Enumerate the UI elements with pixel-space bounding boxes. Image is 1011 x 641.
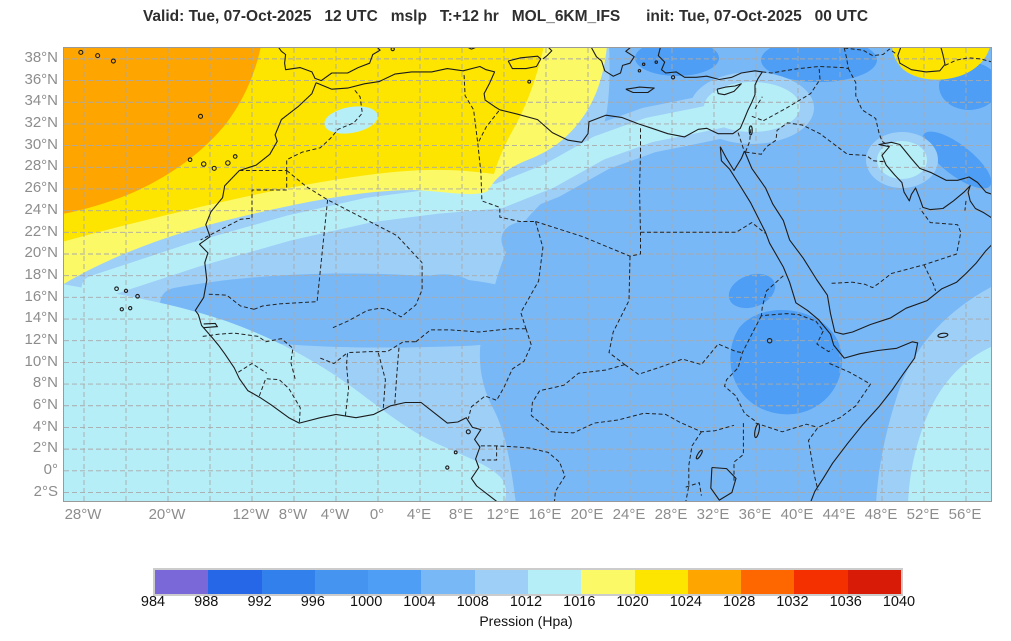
y-tick-label: 26°N — [24, 179, 58, 197]
colorbar-tick-label: 1012 — [509, 594, 543, 610]
x-tick-label: 56°E — [948, 506, 982, 523]
y-tick-label: 4°N — [32, 417, 58, 435]
y-tick-label: 16°N — [24, 287, 58, 305]
y-tick-label: 30°N — [24, 135, 58, 153]
colorbar-tick-label: 988 — [194, 594, 219, 610]
y-tick-label: 22°N — [24, 222, 58, 240]
pressure-map-svg — [64, 48, 991, 501]
colorbar — [153, 568, 903, 596]
colorbar-tick-label: 1036 — [829, 594, 862, 610]
colorbar-swatch — [474, 570, 528, 594]
islands-and-lakes — [78, 48, 949, 501]
country-borders — [200, 48, 991, 501]
x-tick-label: 12°E — [486, 506, 520, 523]
y-tick-label: 14°N — [24, 309, 58, 327]
x-tick-label: 20°W — [148, 506, 186, 523]
colorbar-tick-label: 1040 — [882, 594, 916, 610]
x-tick-label: 20°E — [570, 506, 604, 523]
colorbar-swatch — [368, 570, 422, 594]
colorbar-tick-label: 1028 — [723, 594, 756, 610]
colorbar-tick-label: 1004 — [403, 594, 436, 610]
y-tick-label: 28°N — [24, 157, 58, 175]
x-tick-label: 28°W — [64, 506, 102, 523]
colorbar-tick-label: 1016 — [563, 594, 596, 610]
colorbar-swatch — [794, 570, 848, 594]
y-tick-label: 32°N — [24, 114, 58, 132]
x-tick-label: 4°W — [320, 506, 350, 523]
colorbar-tick-label: 1000 — [350, 594, 383, 610]
x-tick-label: 16°E — [528, 506, 562, 523]
x-tick-label: 24°E — [612, 506, 646, 523]
y-tick-label: 2°N — [32, 439, 58, 457]
y-tick-label: 24°N — [24, 200, 58, 218]
x-tick-label: 40°E — [780, 506, 814, 523]
graticule-gridlines — [64, 48, 991, 501]
colorbar-tick-label: 1008 — [456, 594, 489, 610]
x-tick-label: 8°W — [278, 506, 308, 523]
y-tick-label: 10°N — [24, 352, 58, 370]
colorbar-swatch — [687, 570, 742, 594]
map-plot[interactable] — [63, 47, 992, 502]
colorbar-swatch — [421, 570, 475, 594]
x-tick-label: 28°E — [654, 506, 688, 523]
coastlines — [194, 48, 991, 501]
y-tick-label: 0° — [43, 461, 58, 478]
colorbar-swatch — [261, 570, 315, 594]
colorbar-swatch — [581, 570, 635, 594]
y-tick-label: 12°N — [24, 330, 58, 348]
colorbar-tick-label: 1024 — [669, 594, 702, 610]
colorbar-swatch — [847, 570, 901, 594]
y-tick-label: 36°N — [24, 70, 58, 88]
colorbar-tick-label: 992 — [247, 594, 272, 610]
x-tick-label: 0° — [369, 506, 385, 523]
colorbar-tick-label: 984 — [140, 594, 166, 610]
x-tick-label: 36°E — [738, 506, 772, 523]
y-tick-label: 6°N — [32, 395, 58, 413]
y-tick-label: 20°N — [24, 244, 58, 262]
colorbar-swatch — [634, 570, 688, 594]
colorbar-tick-label: 996 — [300, 594, 325, 610]
colorbar-tick-label: 1032 — [776, 594, 809, 610]
y-tick-label: 38°N — [24, 49, 58, 67]
x-tick-label: 32°E — [696, 506, 730, 523]
colorbar-swatch — [208, 570, 262, 594]
x-tick-label: 48°E — [864, 506, 898, 523]
colorbar-label: Pression (Hpa) — [479, 613, 573, 629]
x-tick-label: 44°E — [822, 506, 856, 523]
y-tick-label: 34°N — [24, 92, 58, 110]
x-tick-label: 8°E — [448, 506, 474, 523]
y-tick-label: 8°N — [32, 374, 58, 392]
colorbar-tick-label: 1020 — [616, 594, 649, 610]
x-tick-label: 12°W — [232, 506, 270, 523]
y-tick-label: 2°S — [33, 482, 58, 500]
colorbar-swatch — [527, 570, 582, 594]
page-title: Valid: Tue, 07-Oct-2025 12 UTC mslp T:+1… — [142, 8, 869, 25]
colorbar-swatch — [741, 570, 795, 594]
colorbar-swatch — [155, 570, 209, 594]
y-tick-label: 18°N — [24, 265, 58, 283]
x-tick-label: 52°E — [906, 506, 940, 523]
x-tick-label: 4°E — [406, 506, 432, 523]
colorbar-swatch — [314, 570, 369, 594]
